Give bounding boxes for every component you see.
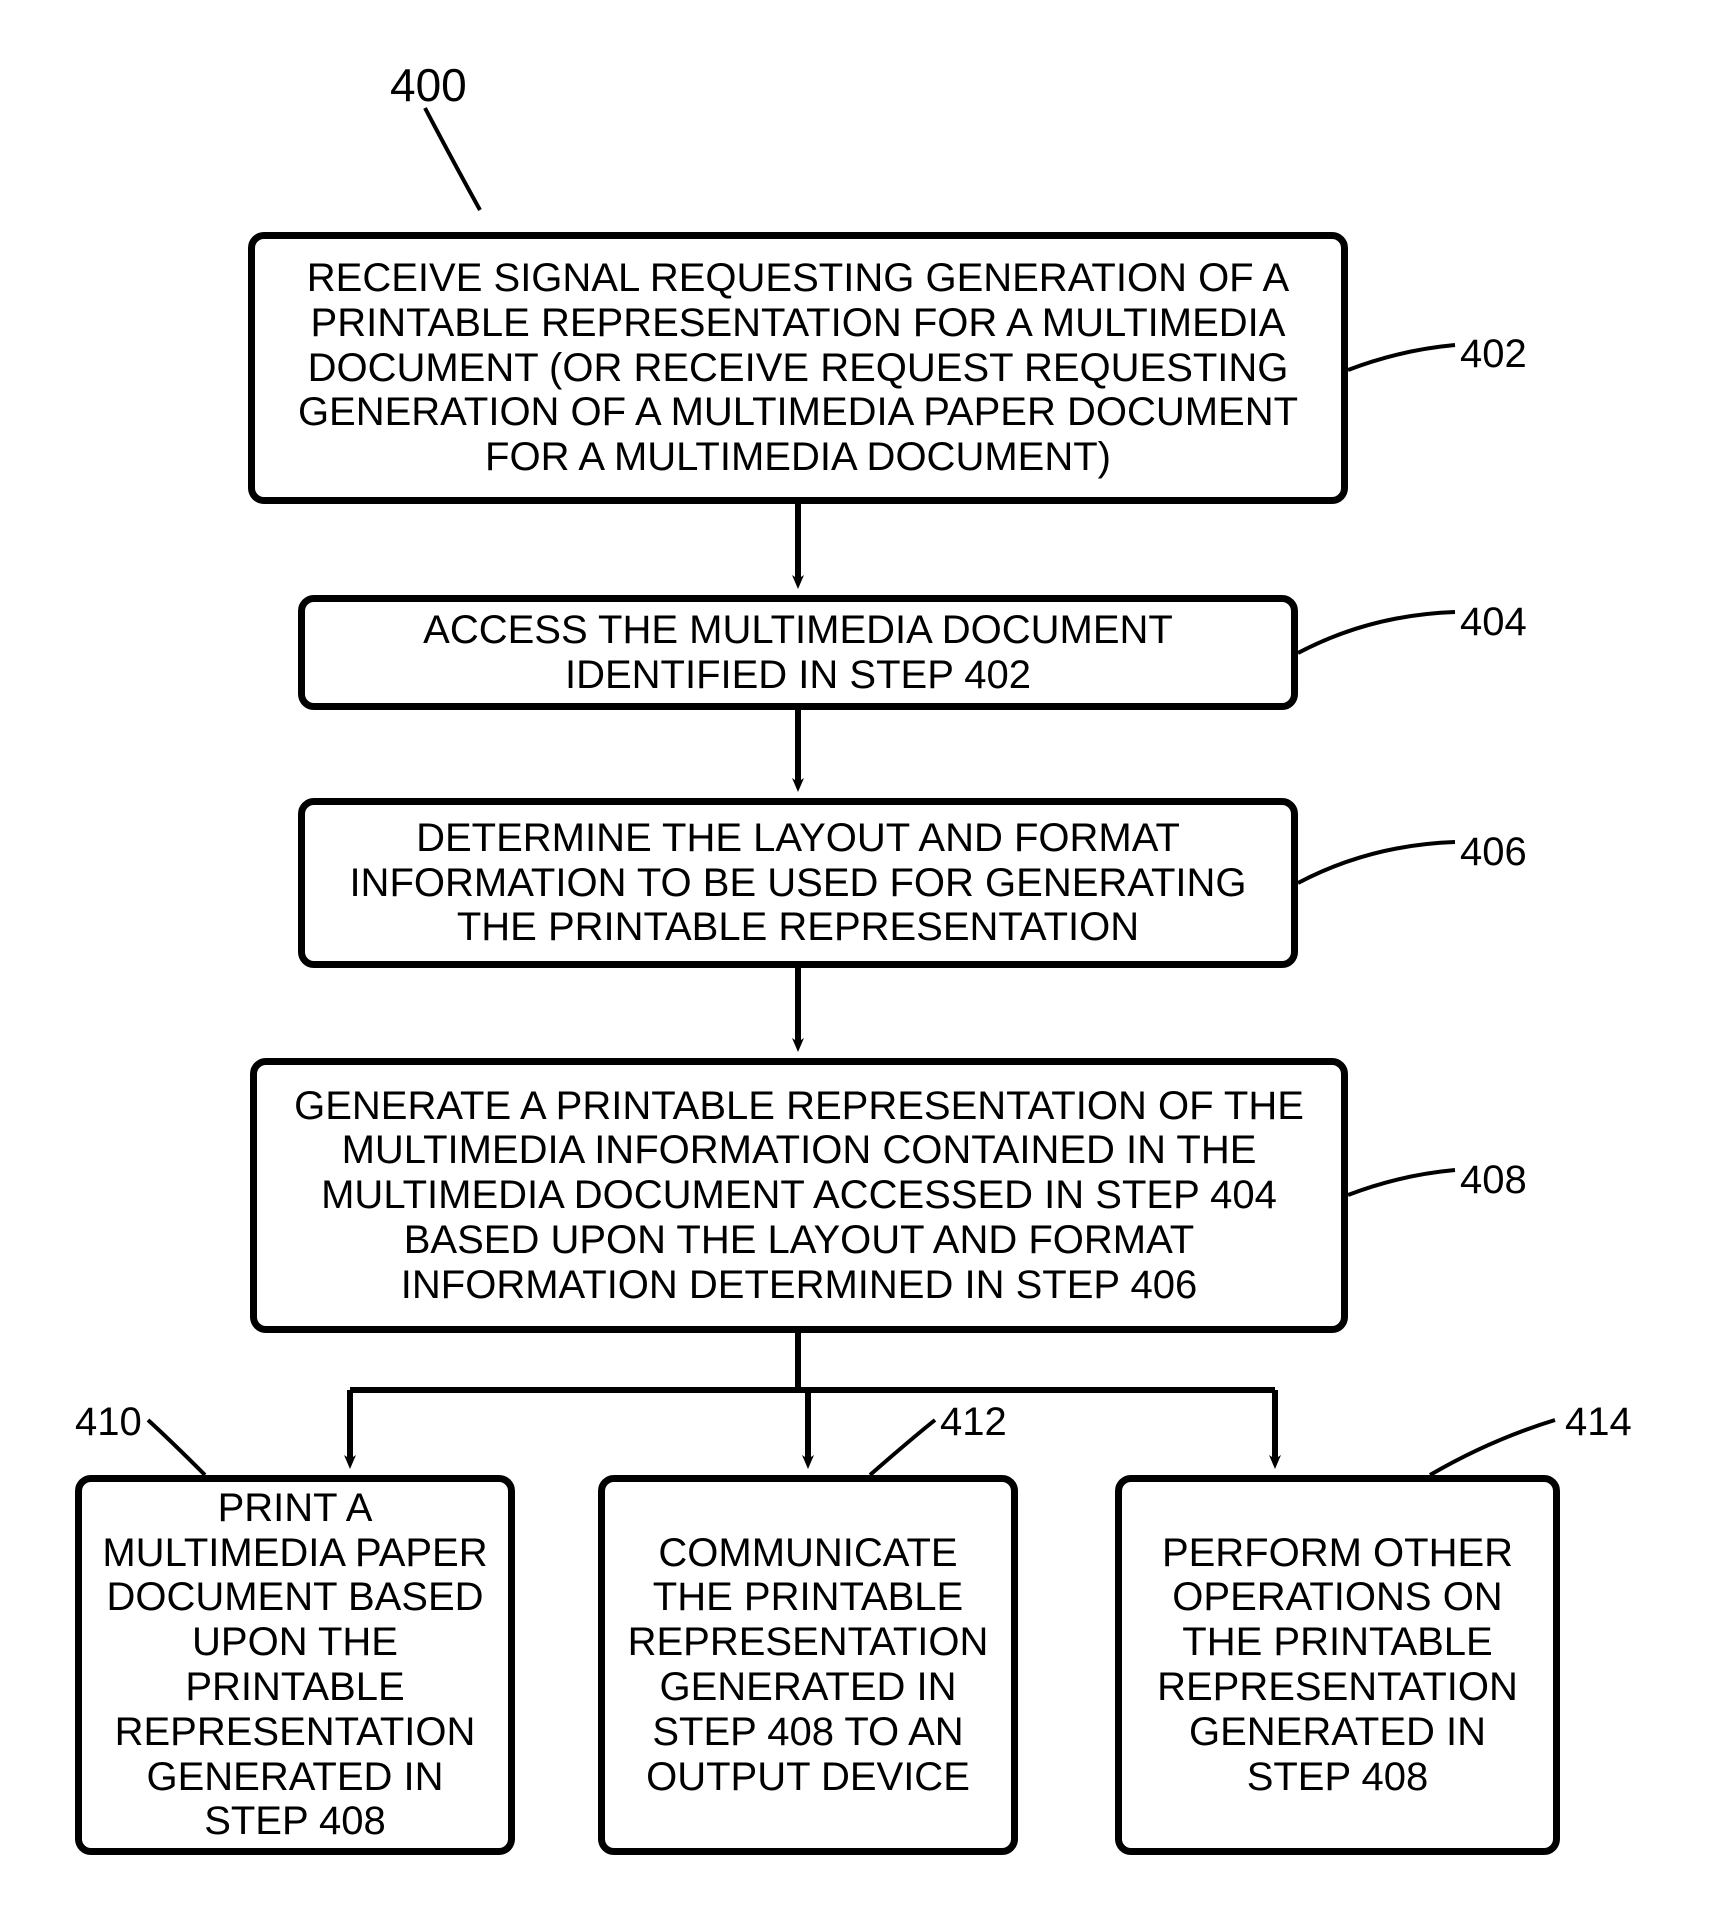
step-404-ref: 404 <box>1460 600 1527 645</box>
step-408-text: GENERATE A PRINTABLE REPRESENTATION OF T… <box>257 1084 1341 1308</box>
step-414-ref-label: 414 <box>1565 1400 1632 1444</box>
step-408-ref: 408 <box>1460 1158 1527 1203</box>
step-404-text: ACCESS THE MULTIMEDIA DOCUMENT IDENTIFIE… <box>305 608 1291 698</box>
step-406-box: DETERMINE THE LAYOUT AND FORMAT INFORMAT… <box>298 798 1298 968</box>
step-406-ref: 406 <box>1460 830 1527 875</box>
figure-ref-label: 400 <box>390 59 467 111</box>
figure-ref-400: 400 <box>390 58 467 112</box>
step-410-text: PRINT A MULTIMEDIA PAPER DOCUMENT BASED … <box>82 1486 508 1844</box>
step-406-ref-label: 406 <box>1460 830 1527 874</box>
step-402-box: RECEIVE SIGNAL REQUESTING GENERATION OF … <box>248 232 1348 504</box>
step-410-ref: 410 <box>75 1400 142 1445</box>
step-412-text: COMMUNICATE THE PRINTABLE REPRESENTATION… <box>605 1531 1011 1800</box>
step-402-text: RECEIVE SIGNAL REQUESTING GENERATION OF … <box>255 256 1341 480</box>
step-412-ref-label: 412 <box>940 1400 1007 1444</box>
step-414-ref: 414 <box>1565 1400 1632 1445</box>
step-404-box: ACCESS THE MULTIMEDIA DOCUMENT IDENTIFIE… <box>298 595 1298 710</box>
step-412-box: COMMUNICATE THE PRINTABLE REPRESENTATION… <box>598 1475 1018 1855</box>
step-414-text: PERFORM OTHER OPERATIONS ON THE PRINTABL… <box>1122 1531 1553 1800</box>
step-410-ref-label: 410 <box>75 1400 142 1444</box>
step-414-box: PERFORM OTHER OPERATIONS ON THE PRINTABL… <box>1115 1475 1560 1855</box>
step-410-box: PRINT A MULTIMEDIA PAPER DOCUMENT BASED … <box>75 1475 515 1855</box>
step-408-ref-label: 408 <box>1460 1158 1527 1202</box>
step-408-box: GENERATE A PRINTABLE REPRESENTATION OF T… <box>250 1058 1348 1333</box>
step-412-ref: 412 <box>940 1400 1007 1445</box>
step-406-text: DETERMINE THE LAYOUT AND FORMAT INFORMAT… <box>305 816 1291 950</box>
step-402-ref-label: 402 <box>1460 332 1527 376</box>
step-402-ref: 402 <box>1460 332 1527 377</box>
step-404-ref-label: 404 <box>1460 600 1527 644</box>
